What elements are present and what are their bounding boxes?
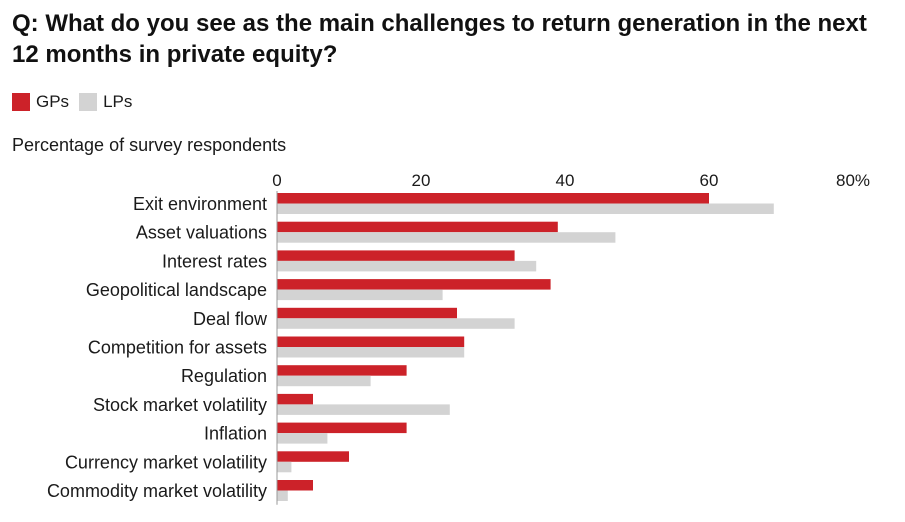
- bar-lps: [277, 490, 288, 501]
- legend: GPs LPs: [12, 92, 142, 112]
- legend-swatch-lps: [79, 93, 98, 111]
- bar-gps: [277, 480, 313, 491]
- category-label: Asset valuations: [136, 223, 267, 243]
- bar-gps: [277, 451, 349, 462]
- x-tick-label: 0: [272, 171, 281, 190]
- category-label: Inflation: [204, 424, 267, 444]
- bar-gps: [277, 307, 457, 319]
- bar-gps: [277, 336, 465, 347]
- bar-lps: [277, 232, 616, 243]
- x-tick-label: 40: [556, 171, 575, 190]
- category-label: Stock market volatility: [93, 395, 267, 415]
- bar-lps: [277, 404, 450, 415]
- x-tick-label: 80%: [836, 171, 870, 190]
- x-tick-label: 60: [700, 171, 719, 190]
- category-label: Currency market volatility: [65, 452, 267, 472]
- bar-gps: [277, 393, 313, 405]
- bar-lps: [277, 461, 292, 473]
- category-label: Competition for assets: [88, 338, 267, 358]
- legend-item-lps: LPs: [79, 92, 132, 112]
- legend-label-gps: GPs: [36, 92, 70, 111]
- bar-gps: [277, 221, 558, 233]
- bar-lps: [277, 289, 443, 301]
- bar-gps: [277, 279, 551, 290]
- category-label: Deal flow: [193, 309, 268, 329]
- bar-gps: [277, 422, 407, 434]
- bar-lps: [277, 260, 537, 272]
- bar-gps: [277, 365, 407, 376]
- legend-item-gps: GPs: [12, 92, 69, 112]
- category-label: Interest rates: [162, 251, 267, 271]
- category-label: Commodity market volatility: [47, 481, 267, 501]
- category-label: Exit environment: [133, 194, 267, 214]
- bar-lps: [277, 375, 371, 387]
- bar-lps: [277, 347, 465, 358]
- legend-swatch-gps: [12, 93, 30, 111]
- bar-gps: [277, 250, 515, 261]
- legend-label-lps: LPs: [103, 92, 133, 111]
- chart-title: Q: What do you see as the main challenge…: [12, 10, 867, 68]
- category-label: Geopolitical landscape: [86, 280, 267, 300]
- bar-lps: [277, 318, 515, 329]
- bar-gps: [277, 193, 709, 204]
- category-label: Regulation: [181, 366, 267, 386]
- chart-subtitle: Percentage of survey respondents: [12, 135, 287, 155]
- bar-lps: [277, 433, 328, 444]
- bar-lps: [277, 203, 774, 214]
- x-tick-label: 20: [412, 171, 431, 190]
